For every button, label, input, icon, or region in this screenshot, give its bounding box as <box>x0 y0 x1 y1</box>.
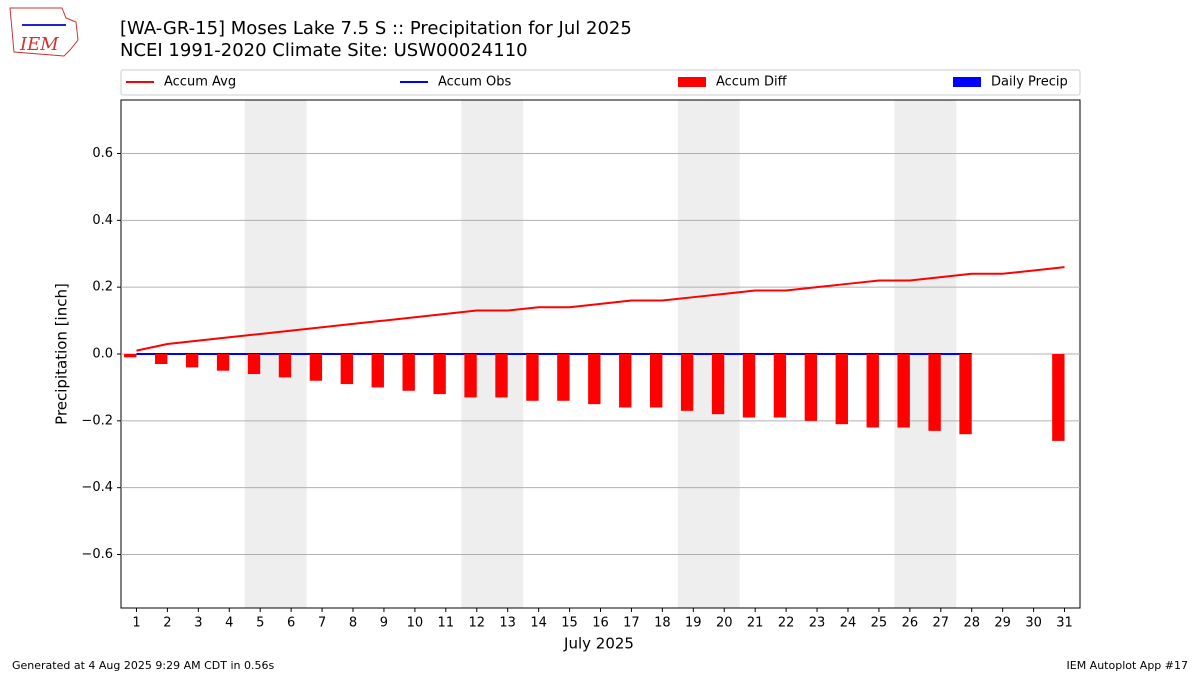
chart-title: [WA-GR-15] Moses Lake 7.5 S :: Precipita… <box>120 18 632 39</box>
bar <box>495 354 508 398</box>
x-tick-label: 10 <box>407 616 424 631</box>
bar <box>216 354 230 371</box>
y-tick-label: −0.6 <box>81 547 113 562</box>
legend-label: Daily Precip <box>991 75 1068 90</box>
x-tick-label: 25 <box>871 616 888 631</box>
legend-label: Accum Obs <box>438 75 511 90</box>
x-tick-label: 2 <box>163 616 171 631</box>
x-tick-label: 16 <box>592 616 609 631</box>
x-tick-label: 4 <box>225 616 233 631</box>
x-tick-label: 1 <box>132 616 140 631</box>
x-tick-label: 17 <box>623 616 640 631</box>
y-tick-label: 0.2 <box>92 280 113 295</box>
legend-label: Accum Diff <box>716 75 788 90</box>
bar <box>402 354 415 391</box>
x-tick-label: 6 <box>287 616 295 631</box>
logo: IEM <box>9 7 79 57</box>
logo-text: IEM <box>19 34 59 55</box>
x-axis-label: July 2025 <box>563 635 634 653</box>
bar <box>866 354 879 428</box>
x-tick-label: 12 <box>468 616 485 631</box>
x-tick-label: 14 <box>530 616 547 631</box>
legend-swatch <box>678 77 706 87</box>
bar <box>680 354 694 411</box>
footer-right: IEM Autoplot App #17 <box>1067 659 1189 672</box>
x-tick-label: 8 <box>349 616 357 631</box>
x-tick-label: 20 <box>716 616 733 631</box>
x-tick-label: 7 <box>318 616 326 631</box>
x-tick-label: 23 <box>809 616 826 631</box>
bar <box>649 354 663 408</box>
bar <box>773 354 787 418</box>
bar <box>928 354 941 431</box>
bar <box>557 354 570 401</box>
bar <box>278 354 292 378</box>
bar <box>897 354 910 428</box>
y-tick-label: −0.4 <box>81 480 113 495</box>
y-axis-label: Precipitation [inch] <box>53 283 71 425</box>
bar <box>588 354 601 405</box>
x-tick-label: 21 <box>747 616 764 631</box>
x-tick-label: 15 <box>561 616 578 631</box>
x-tick-label: 9 <box>380 616 388 631</box>
x-tick-label: 28 <box>963 616 980 631</box>
bar <box>247 354 261 375</box>
bar <box>526 354 539 401</box>
bar <box>619 354 632 408</box>
footer-left: Generated at 4 Aug 2025 9:29 AM CDT in 0… <box>12 659 274 672</box>
bar <box>1052 354 1065 441</box>
chart-subtitle: NCEI 1991-2020 Climate Site: USW00024110 <box>120 40 528 61</box>
bar <box>804 354 818 421</box>
x-tick-label: 30 <box>1025 616 1042 631</box>
bar <box>371 354 384 388</box>
x-tick-label: 31 <box>1056 616 1073 631</box>
x-tick-label: 3 <box>194 616 202 631</box>
x-tick-label: 27 <box>933 616 950 631</box>
x-tick-label: 26 <box>902 616 919 631</box>
line <box>136 266 1065 352</box>
legend-box <box>120 69 1081 96</box>
x-tick-label: 24 <box>840 616 857 631</box>
x-tick-label: 13 <box>499 616 516 631</box>
legend-label: Accum Avg <box>164 75 236 90</box>
bar <box>309 354 323 381</box>
bar <box>124 354 137 358</box>
legend-swatch <box>953 77 981 87</box>
x-tick-label: 18 <box>654 616 671 631</box>
bar <box>185 354 199 368</box>
y-tick-label: 0.4 <box>92 213 113 228</box>
y-tick-label: 0.0 <box>92 347 113 362</box>
y-tick-label: 0.6 <box>92 146 113 161</box>
bar <box>742 354 756 418</box>
bar <box>433 354 446 395</box>
bar <box>464 354 477 398</box>
x-tick-label: 19 <box>685 616 702 631</box>
bar <box>959 354 972 435</box>
bar <box>835 354 848 425</box>
y-tick-label: −0.2 <box>81 413 113 428</box>
x-tick-label: 11 <box>438 616 455 631</box>
bar <box>340 354 354 385</box>
x-tick-label: 5 <box>256 616 264 631</box>
x-tick-label: 22 <box>778 616 795 631</box>
bar <box>155 354 168 365</box>
x-tick-label: 29 <box>994 616 1011 631</box>
bar <box>711 354 725 415</box>
